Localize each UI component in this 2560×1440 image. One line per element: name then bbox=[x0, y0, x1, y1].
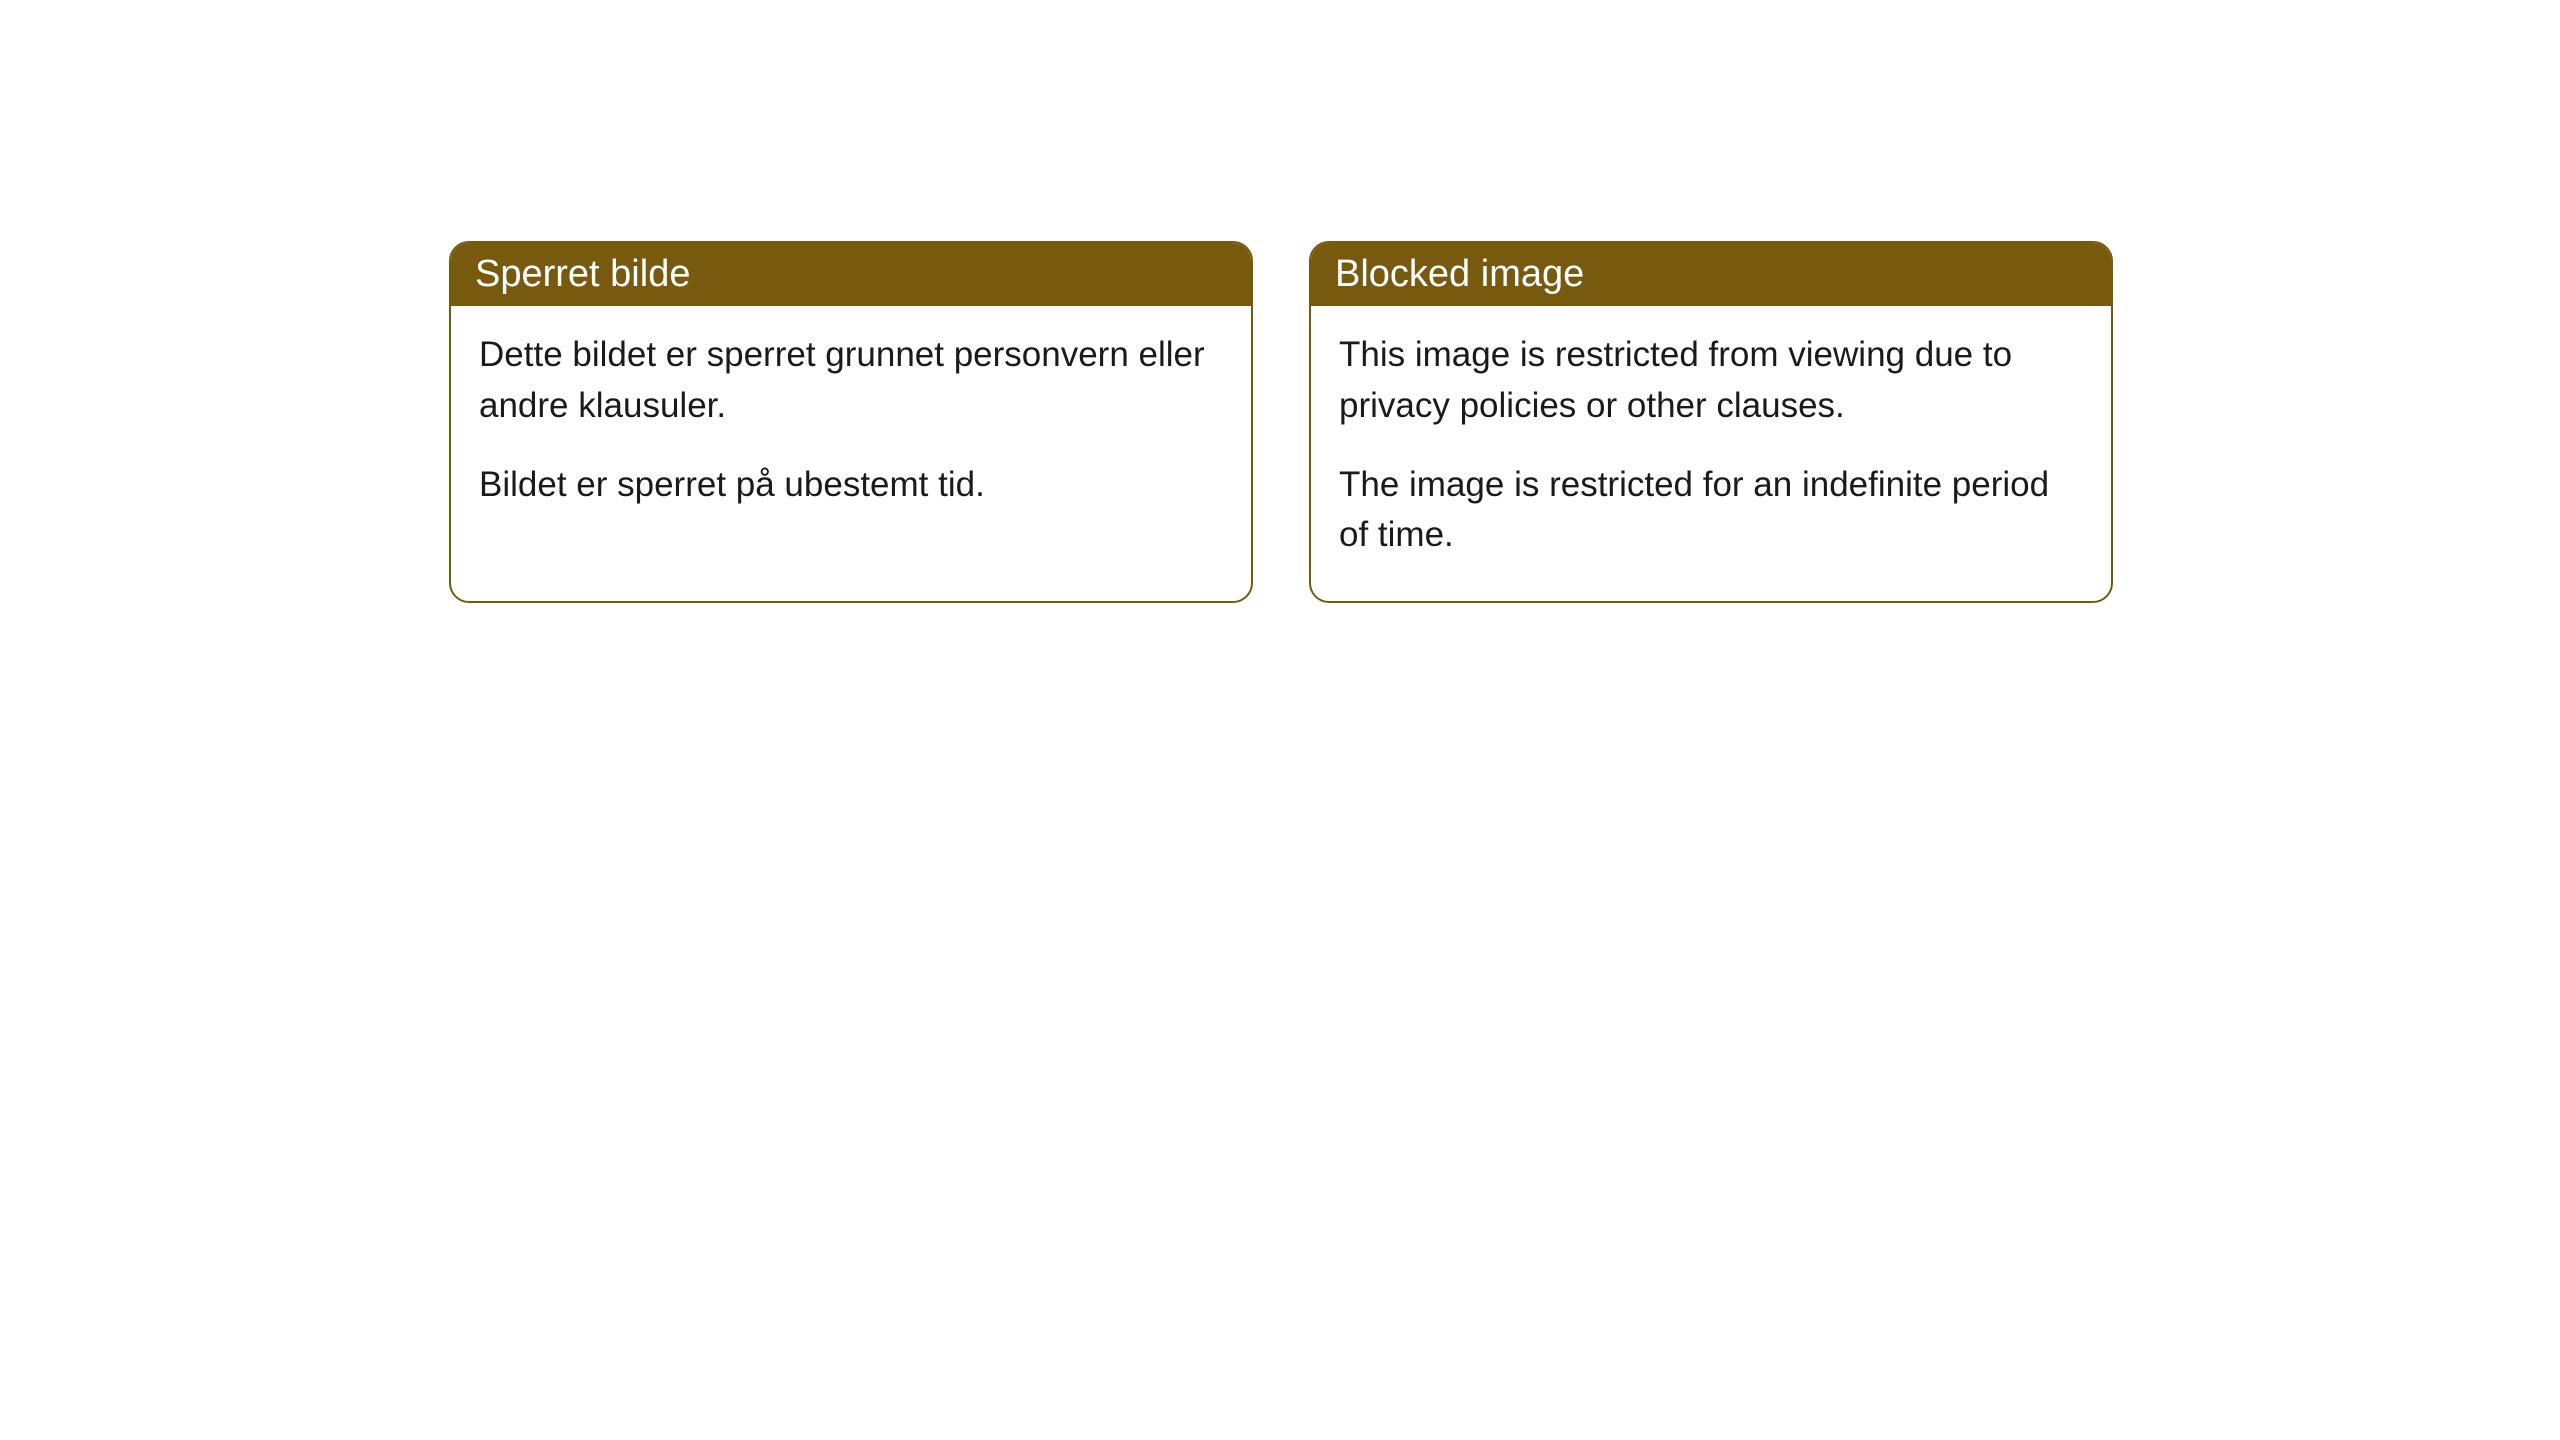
card-paragraph: Bildet er sperret på ubestemt tid. bbox=[479, 460, 1223, 511]
card-title: Blocked image bbox=[1335, 253, 1584, 295]
card-header: Blocked image bbox=[1311, 243, 2111, 306]
blocked-image-card-english: Blocked image This image is restricted f… bbox=[1309, 241, 2113, 603]
card-paragraph: Dette bildet er sperret grunnet personve… bbox=[479, 330, 1223, 432]
card-title: Sperret bilde bbox=[475, 253, 690, 295]
card-paragraph: The image is restricted for an indefinit… bbox=[1339, 460, 2083, 562]
card-body: This image is restricted from viewing du… bbox=[1311, 306, 2111, 601]
card-paragraph: This image is restricted from viewing du… bbox=[1339, 330, 2083, 432]
card-body: Dette bildet er sperret grunnet personve… bbox=[451, 306, 1251, 550]
card-header: Sperret bilde bbox=[451, 243, 1251, 306]
notice-cards-container: Sperret bilde Dette bildet er sperret gr… bbox=[0, 0, 2560, 603]
blocked-image-card-norwegian: Sperret bilde Dette bildet er sperret gr… bbox=[449, 241, 1253, 603]
